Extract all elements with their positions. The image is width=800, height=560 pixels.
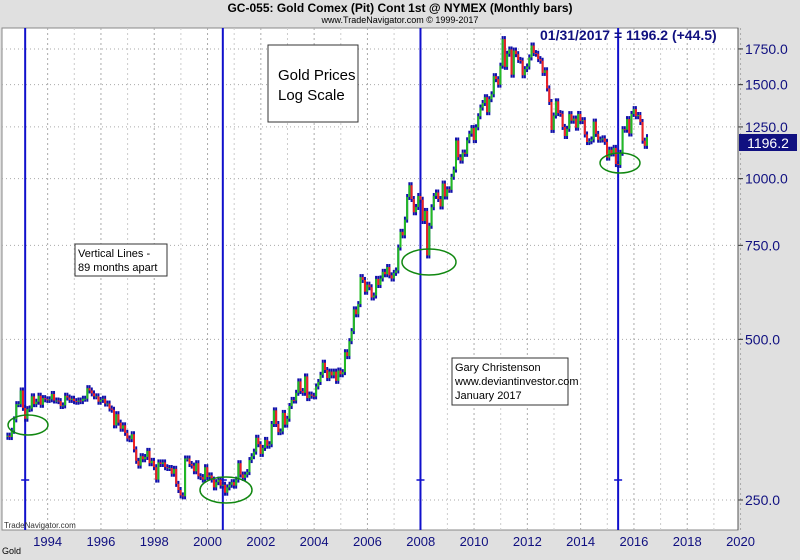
y-tick-label: 1000.0 bbox=[745, 171, 788, 187]
x-tick-label: 2008 bbox=[406, 534, 435, 549]
ellipse-2008 bbox=[401, 248, 457, 276]
vertical-lines bbox=[21, 28, 623, 530]
y-tick-label: 1750.0 bbox=[745, 41, 788, 57]
annotation-author: Gary Christenson www.deviantinvestor.com… bbox=[451, 357, 579, 406]
x-tick-label: 2020 bbox=[726, 534, 755, 549]
highlight-ellipses bbox=[7, 152, 641, 504]
x-tick-label: 2006 bbox=[353, 534, 382, 549]
annotation-line: Vertical Lines - bbox=[78, 248, 150, 260]
instrument-label: Gold bbox=[2, 546, 22, 556]
x-tick-label: 2010 bbox=[460, 534, 489, 549]
y-tick-label: 500.0 bbox=[745, 331, 780, 347]
annotation-vertical-lines: Vertical Lines - 89 months apart bbox=[74, 243, 168, 277]
last-price-marker: 1196.2 bbox=[739, 134, 797, 151]
x-tick-label: 1994 bbox=[33, 534, 62, 549]
watermark: TradeNavigator.com bbox=[4, 521, 76, 530]
chart-title: GC-055: Gold Comex (Pit) Cont 1st @ NYME… bbox=[227, 1, 573, 15]
ellipse-2015 bbox=[599, 152, 641, 174]
x-tick-label: 2004 bbox=[300, 534, 329, 549]
ellipse-1993 bbox=[7, 414, 49, 436]
chart-subtitle: www.TradeNavigator.com © 1999-2017 bbox=[321, 15, 479, 25]
x-axis: 1994 1996 1998 2000 2002 2004 2006 2008 2010 2012… bbox=[33, 534, 755, 549]
y-tick-label: 1250.0 bbox=[745, 119, 788, 135]
last-value-readout: 01/31/2017 = 1196.2 (+44.5) bbox=[540, 27, 717, 43]
x-tick-label: 2014 bbox=[566, 534, 595, 549]
y-tick-label: 1500.0 bbox=[745, 77, 788, 93]
annotation-log-scale: Gold Prices Log Scale bbox=[267, 44, 359, 123]
annotation-line: Gold Prices bbox=[278, 67, 356, 84]
y-axis: 250.0 500.0 750.0 1000.0 1250.0 1500.0 1750.0 bbox=[737, 28, 788, 530]
x-tick-label: 1996 bbox=[86, 534, 115, 549]
x-tick-label: 2002 bbox=[246, 534, 275, 549]
y-tick-label: 250.0 bbox=[745, 492, 780, 508]
ellipse-2001 bbox=[199, 476, 253, 504]
annotation-line: www.deviantinvestor.com bbox=[454, 376, 579, 388]
x-tick-label: 1998 bbox=[140, 534, 169, 549]
annotation-line: 89 months apart bbox=[78, 262, 158, 274]
y-tick-label: 750.0 bbox=[745, 237, 780, 253]
x-tick-label: 2018 bbox=[673, 534, 702, 549]
annotation-line: January 2017 bbox=[455, 390, 522, 402]
grid bbox=[2, 28, 742, 530]
plot-area bbox=[1, 27, 739, 531]
annotation-line: Gary Christenson bbox=[455, 362, 541, 374]
last-price-label: 1196.2 bbox=[747, 135, 789, 151]
x-tick-label: 2012 bbox=[513, 534, 542, 549]
annotation-line: Log Scale bbox=[278, 87, 345, 104]
x-tick-label: 2016 bbox=[619, 534, 648, 549]
x-tick-label: 2000 bbox=[193, 534, 222, 549]
price-bars bbox=[6, 36, 648, 500]
